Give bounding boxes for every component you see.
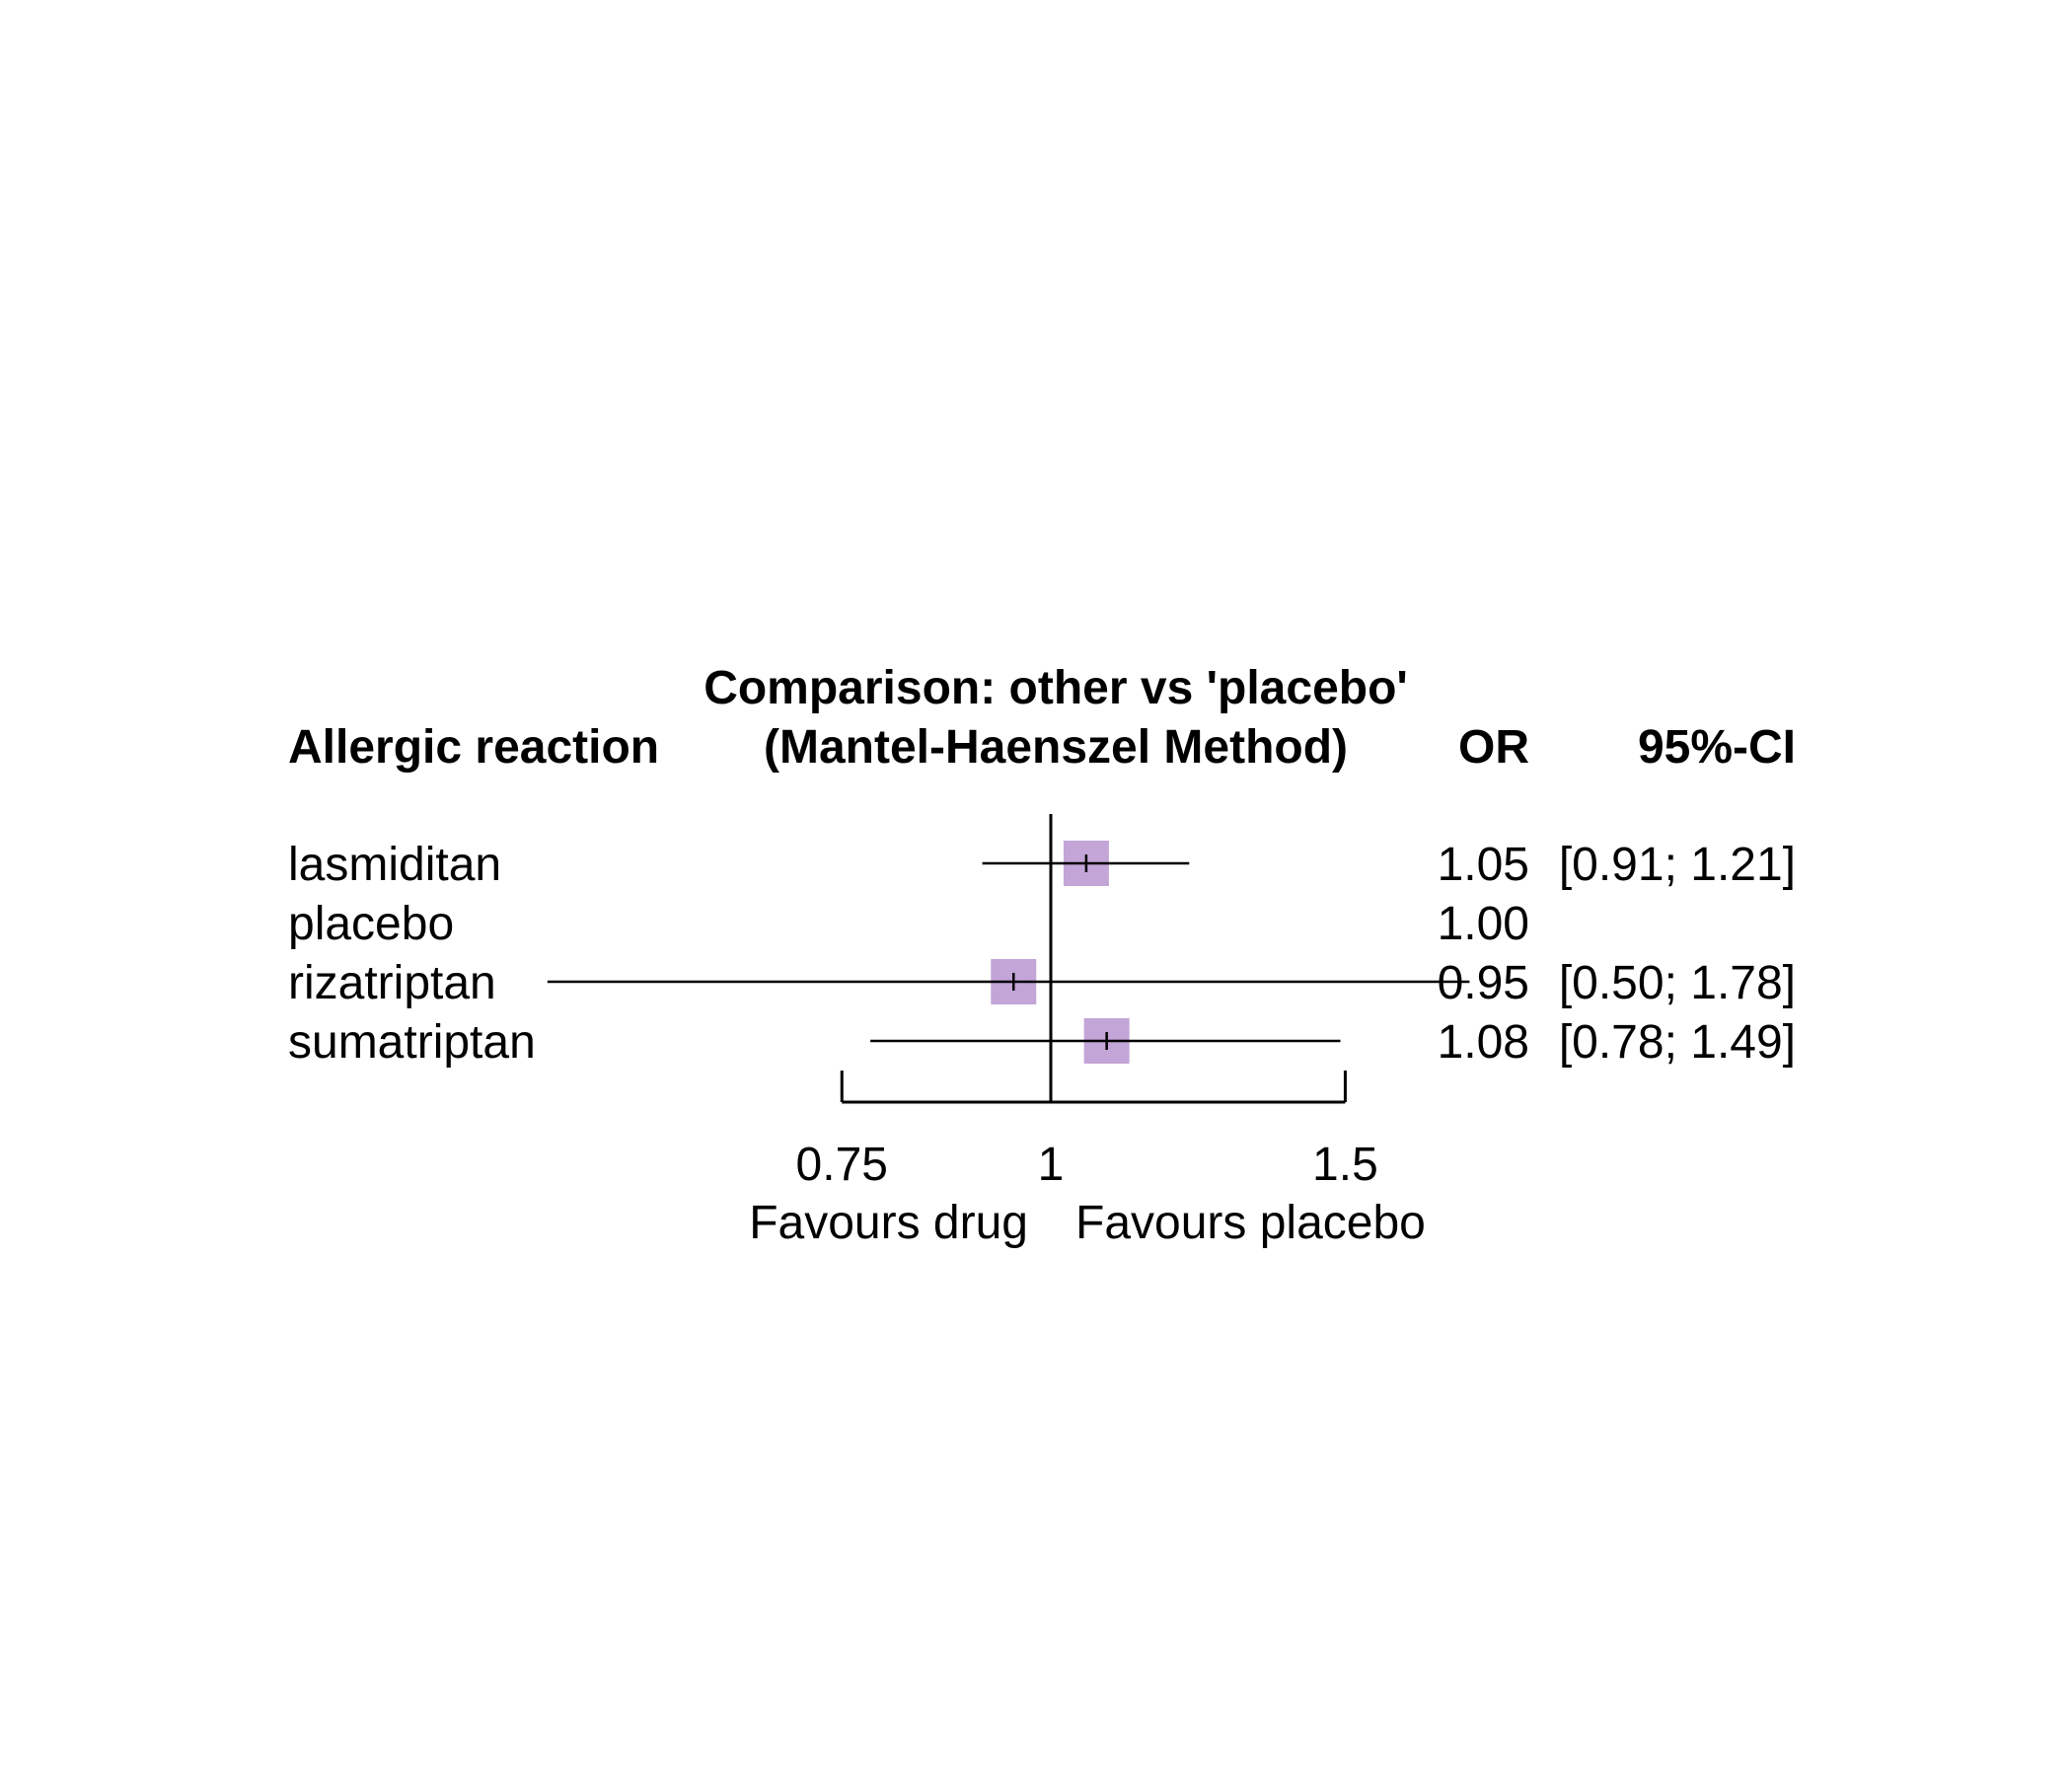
study-column-header: Allergic reaction bbox=[288, 721, 659, 774]
row-or-value: 1.05 bbox=[1438, 839, 1529, 891]
row-label: placebo bbox=[288, 898, 454, 950]
row-ci-value: [0.50; 1.78] bbox=[1559, 957, 1796, 1009]
row-ci-value: [0.78; 1.49] bbox=[1559, 1016, 1796, 1069]
or-column-header: OR bbox=[1458, 721, 1529, 774]
forest-row: placebo 1.00 bbox=[288, 898, 1529, 950]
forest-row: rizatriptan 0.95 [0.50; 1.78] bbox=[288, 957, 1796, 1009]
favours-right-label: Favours placebo bbox=[1075, 1197, 1426, 1249]
row-or-value: 0.95 bbox=[1438, 957, 1529, 1009]
row-label: lasmiditan bbox=[288, 839, 501, 891]
chart-title-line1: Comparison: other vs 'placebo' bbox=[703, 662, 1408, 714]
row-or-value: 1.08 bbox=[1438, 1016, 1529, 1069]
x-tick-label: 0.75 bbox=[796, 1139, 888, 1191]
favours-left-label: Favours drug bbox=[749, 1197, 1028, 1249]
row-ci-value: [0.91; 1.21] bbox=[1559, 839, 1796, 891]
x-axis: 0.75 1 1.5 bbox=[796, 1071, 1378, 1191]
forest-row: lasmiditan 1.05 [0.91; 1.21] bbox=[288, 839, 1796, 891]
forest-row: sumatriptan 1.08 [0.78; 1.49] bbox=[288, 1016, 1796, 1069]
chart-title-line2: (Mantel-Haenszel Method) bbox=[764, 721, 1348, 774]
row-label: rizatriptan bbox=[288, 957, 496, 1009]
row-or-value: 1.00 bbox=[1438, 898, 1529, 950]
row-label: sumatriptan bbox=[288, 1016, 536, 1069]
x-tick-label: 1 bbox=[1038, 1139, 1065, 1191]
forest-rows: lasmiditan 1.05 [0.91; 1.21] placebo 1.00 riz… bbox=[288, 814, 1796, 1102]
ci-column-header: 95%-CI bbox=[1638, 721, 1796, 774]
x-tick-label: 1.5 bbox=[1312, 1139, 1378, 1191]
